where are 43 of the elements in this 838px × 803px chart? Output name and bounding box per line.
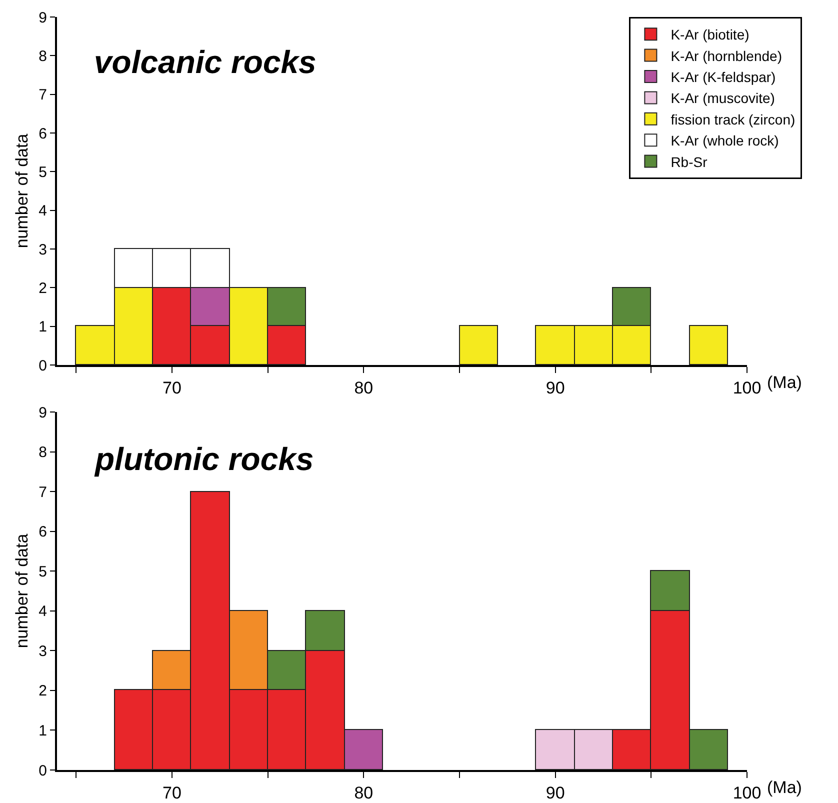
y-axis-title: number of data [12,533,32,648]
y-tick-label: 1 [38,318,47,336]
x-tick-label: 100 [732,783,762,802]
x-tick-label: 70 [162,378,182,398]
y-tick-label: 2 [38,280,47,297]
y-tick-label: 8 [38,48,47,65]
legend-label: K-Ar (K-feldspar) [670,68,776,85]
x-tick-label: 80 [354,783,374,802]
legend-label: K-Ar (hornblende) [670,48,782,64]
y-tick-label: 1 [38,722,47,740]
legend-label: K-Ar (muscovite) [670,90,775,106]
x-tick-label: 80 [354,378,374,398]
y-tick-label: 7 [38,484,47,501]
y-tick-label: 5 [38,164,47,181]
y-tick-label: 0 [38,762,47,780]
y-tick-label: 2 [38,682,47,700]
legend-label: K-Ar (biotite) [670,26,750,43]
y-tick-label: 0 [38,357,47,374]
y-axis-title: number of data [12,133,32,248]
y-tick-label: 4 [38,202,47,220]
bar [459,325,498,365]
legend-label: fission track (zircon) [670,111,796,128]
legend-label: K-Ar (whole rock) [670,132,779,149]
y-tick-label: 3 [38,241,47,258]
y-tick-label: 6 [38,524,47,541]
x-tick-label: 70 [162,783,182,802]
text: plutonic rocks [94,441,314,477]
y-tick-label: 3 [38,642,47,660]
y-tick-label: 9 [38,9,47,26]
x-tick-label: 90 [546,378,565,398]
y-tick-label: 6 [38,125,47,142]
x-tick-label: 100 [732,378,762,398]
x-axis-title: (Ma) [767,778,802,797]
y-tick-label: 5 [38,563,47,580]
y-tick-label: 4 [38,603,47,620]
text: volcanic rocks [94,44,316,80]
x-axis-title: (Ma) [767,373,802,392]
y-tick-label: 9 [38,404,47,422]
x-tick-label: 90 [546,783,565,802]
bar [689,325,728,365]
y-tick-label: 8 [38,444,47,462]
legend-label: Rb-Sr [670,154,708,170]
y-tick-label: 7 [38,86,47,104]
